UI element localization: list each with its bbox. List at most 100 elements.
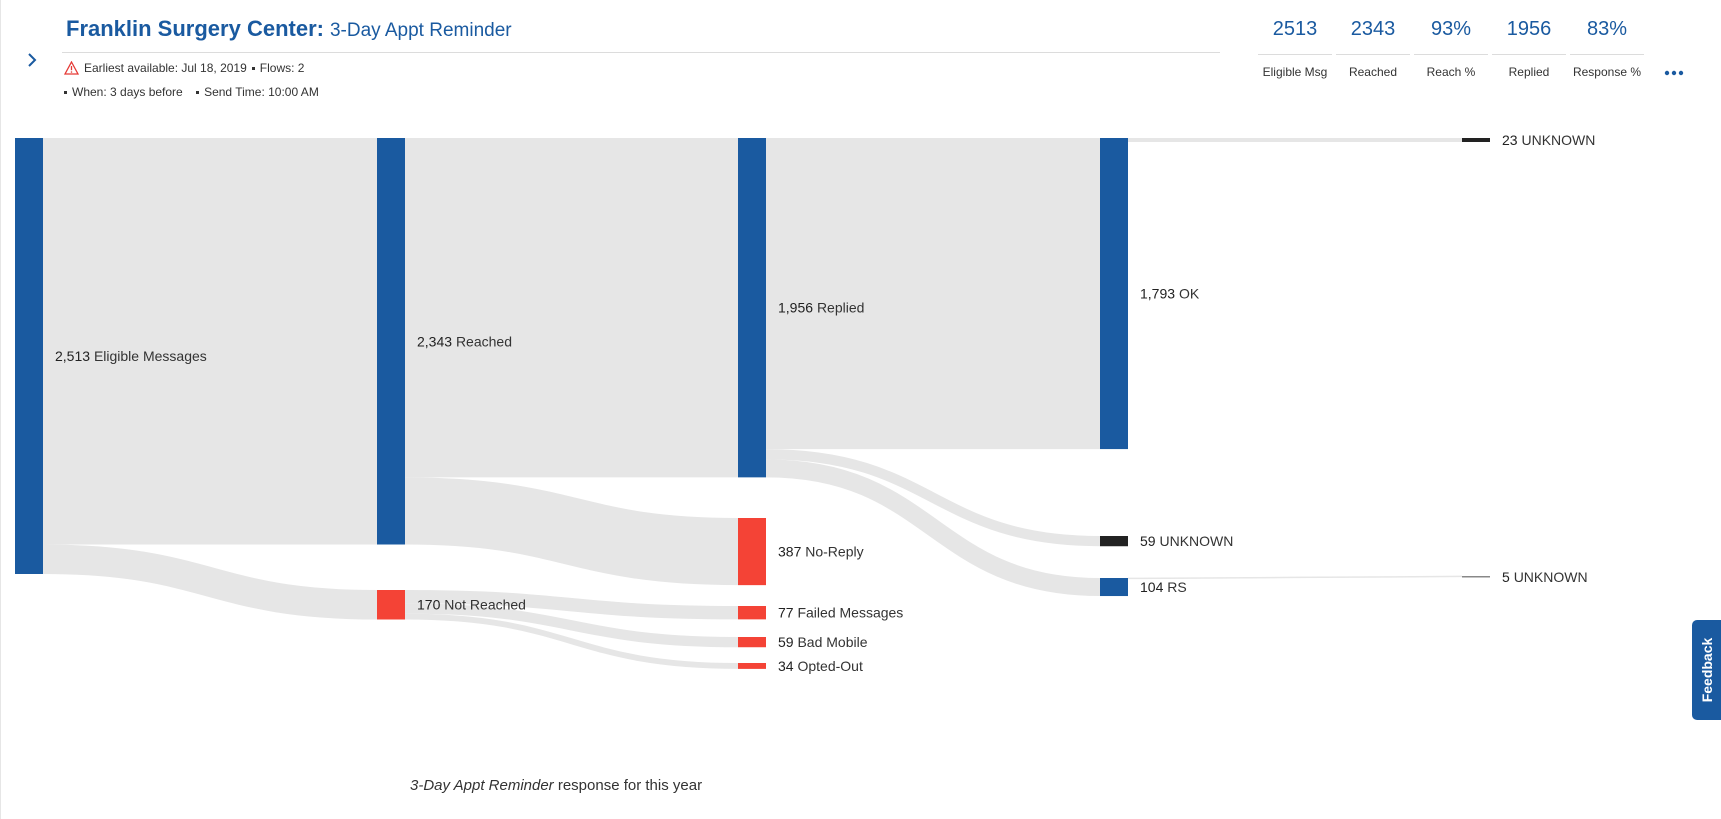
sankey-node-opted_out[interactable] (738, 663, 766, 669)
chart-caption: 3-Day Appt Reminder response for this ye… (410, 777, 702, 794)
sankey-label-count: 59 (778, 634, 797, 650)
page-title: Franklin Surgery Center: 3-Day Appt Remin… (66, 16, 512, 42)
sankey-label-count: 77 (778, 605, 797, 621)
sankey-label-text: UNKNOWN (1159, 533, 1233, 549)
sankey-label-count: 5 (1502, 569, 1514, 585)
sankey-label-text: Eligible Messages (94, 348, 207, 364)
sankey-label-text: Not Reached (444, 597, 526, 613)
chevron-right-icon (28, 53, 37, 67)
sankey-node-replied[interactable] (738, 138, 766, 478)
sankey-node-rs[interactable] (1100, 578, 1128, 597)
sankey-label-text: Failed Messages (797, 605, 903, 621)
stat-label: Replied (1508, 65, 1550, 79)
sankey-labels: 2,513 Eligible Messages 2,343 Reached 170 … (55, 132, 1595, 674)
sankey-label-opted_out: 34 Opted-Out (778, 658, 863, 674)
sankey-label-count: 2,343 (417, 333, 456, 349)
stat-response-percent: 83% Response % (1570, 14, 1644, 79)
more-options-button[interactable] (1664, 64, 1684, 76)
stat-reached: 2343 Reached (1336, 14, 1410, 79)
sankey-label-count: 2,513 (55, 348, 94, 364)
caption-suffix: response for this year (553, 777, 703, 794)
stat-label: Reach % (1426, 65, 1476, 79)
stat-label: Response % (1572, 65, 1642, 79)
sankey-link-eligible-to-not_reached (42, 544, 378, 620)
sankey-label-count: 387 (778, 544, 805, 560)
sankey-label-text: Reached (456, 333, 512, 349)
sankey-node-unknown3[interactable] (1100, 536, 1128, 547)
sankey-node-unknown4b[interactable] (1462, 576, 1490, 578)
when-text: When: 3 days before (72, 85, 183, 99)
flow-meta-row-1: Earliest available: Jul 18, 2019 Flows: … (64, 61, 304, 75)
sankey-label-text: Bad Mobile (797, 634, 867, 650)
sankey-label-text: OK (1179, 286, 1200, 302)
flow-name: 3-Day Appt Reminder (329, 20, 512, 41)
sankey-label-unknown3: 59 UNKNOWN (1140, 533, 1233, 549)
sankey-link-replied-to-rs (765, 459, 1101, 597)
sankey-label-eligible: 2,513 Eligible Messages (55, 348, 207, 364)
org-name: Franklin Surgery Center: (66, 16, 324, 41)
sankey-node-reached[interactable] (377, 138, 405, 545)
sankey-nodes (15, 138, 1490, 669)
sankey-label-text: UNKNOWN (1521, 132, 1595, 148)
stat-label: Eligible Msg (1262, 65, 1328, 79)
sankey-link-not_reached-to-bad_mobile (404, 603, 739, 648)
sankey-label-count: 170 (417, 597, 444, 613)
sankey-label-rs: 104 RS (1140, 579, 1187, 595)
sankey-label-text: No-Reply (805, 544, 863, 560)
flows-count: Flows: 2 (259, 61, 305, 75)
sankey-label-ok: 1,793 OK (1140, 286, 1200, 302)
earliest-available: Earliest available: Jul 18, 2019 (84, 61, 247, 75)
sankey-link-reached-to-no_reply (404, 477, 739, 586)
sankey-node-failed[interactable] (738, 606, 766, 620)
stat-replied: 1956 Replied (1492, 14, 1566, 79)
sankey-label-count: 1,793 (1140, 286, 1179, 302)
stat-value: 93% (1430, 18, 1472, 40)
sankey-label-count: 23 (1502, 132, 1521, 148)
warning-icon (64, 61, 79, 75)
sankey-label-text: UNKNOWN (1514, 569, 1588, 585)
sankey-label-text: Replied (817, 300, 864, 316)
sankey-label-count: 34 (778, 658, 797, 674)
sankey-label-text: RS (1167, 579, 1186, 595)
stat-value: 2513 (1272, 18, 1318, 40)
more-horizontal-icon (1664, 70, 1684, 76)
sankey-label-count: 104 (1140, 579, 1167, 595)
sankey-label-text: Opted-Out (797, 658, 862, 674)
sankey-link-replied-to-unknown3 (765, 449, 1101, 547)
stat-value: 83% (1586, 18, 1628, 40)
sankey-label-count: 1,956 (778, 300, 817, 316)
sankey-label-no_reply: 387 No-Reply (778, 544, 864, 560)
stat-reach-percent: 93% Reach % (1414, 14, 1488, 79)
sankey-link-not_reached-to-failed (404, 590, 739, 620)
stat-eligible-msg: 2513 Eligible Msg (1258, 14, 1332, 79)
sankey-label-not_reached: 170 Not Reached (417, 597, 526, 613)
sankey-label-replied: 1,956 Replied (778, 300, 864, 316)
stat-value: 2343 (1350, 18, 1396, 40)
sankey-label-failed: 77 Failed Messages (778, 605, 903, 621)
stat-label: Reached (1348, 65, 1398, 79)
caption-flow-name: 3-Day Appt Reminder (410, 777, 554, 794)
sankey-link-not_reached-to-opted_out (404, 613, 739, 669)
sankey-node-not_reached[interactable] (377, 590, 405, 620)
sankey-label-reached: 2,343 Reached (417, 333, 512, 349)
feedback-label: Feedback (1698, 637, 1715, 703)
sankey-label-unknown4b: 5 UNKNOWN (1502, 569, 1588, 585)
sankey-label-unknown4a: 23 UNKNOWN (1502, 132, 1595, 148)
sankey-node-no_reply[interactable] (738, 518, 766, 586)
sankey-label-count: 59 (1140, 533, 1159, 549)
sankey-link-rs-to-unknown4b (1127, 575, 1463, 580)
sankey-node-eligible[interactable] (15, 138, 43, 574)
sankey-node-bad_mobile[interactable] (738, 637, 766, 648)
sankey-node-unknown4a[interactable] (1462, 138, 1490, 142)
sankey-node-ok[interactable] (1100, 138, 1128, 450)
sankey-links (42, 137, 1463, 669)
sankey-label-bad_mobile: 59 Bad Mobile (778, 634, 868, 650)
flow-meta-row-2: When: 3 days before Send Time: 10:00 AM (64, 85, 319, 99)
expand-panel-button[interactable] (22, 50, 42, 70)
feedback-button[interactable]: Feedback (1692, 620, 1721, 720)
stat-value: 1956 (1506, 18, 1552, 40)
send-time: Send Time: 10:00 AM (204, 85, 319, 99)
panel-left-border (0, 0, 1, 819)
title-divider (62, 52, 1220, 53)
